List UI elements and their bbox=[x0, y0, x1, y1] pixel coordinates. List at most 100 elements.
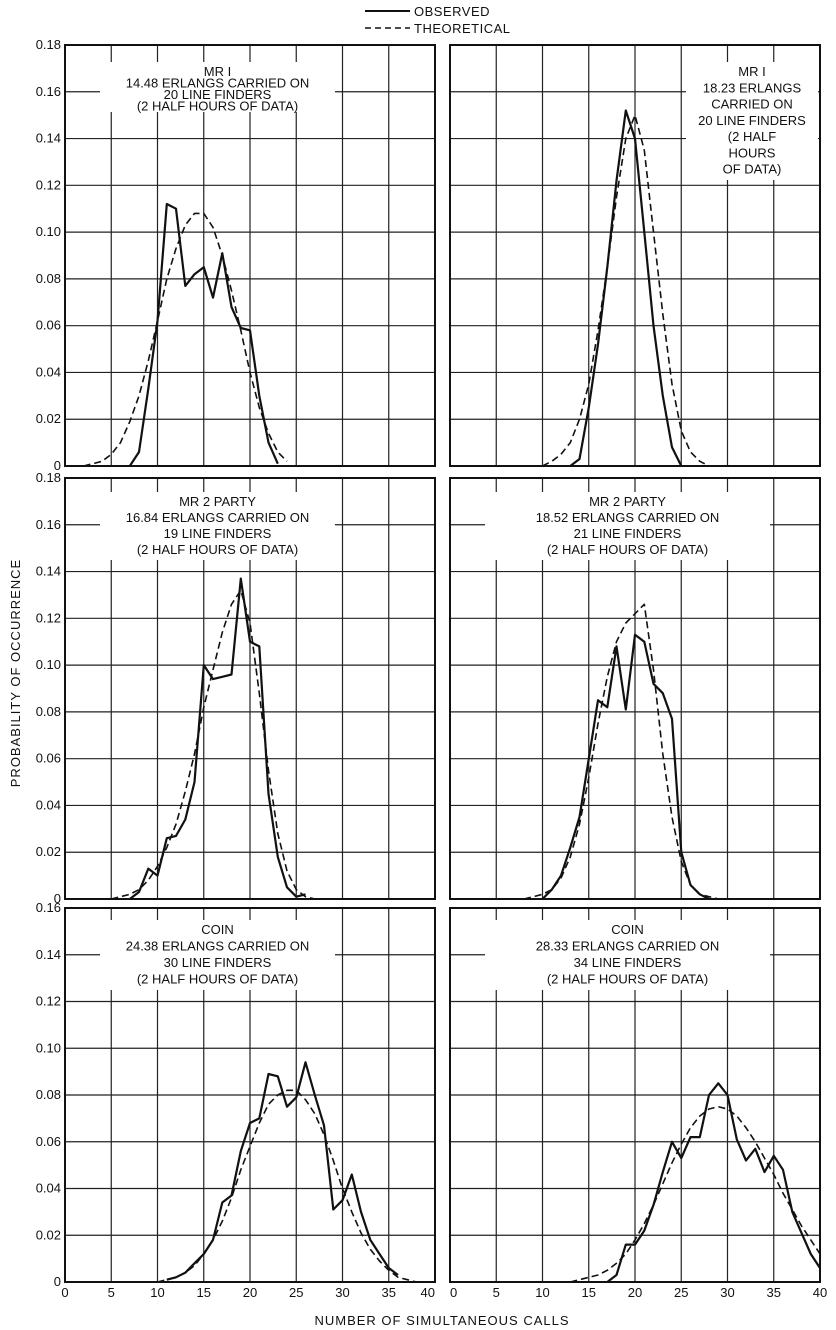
annotation-line: COIN bbox=[611, 922, 644, 937]
theoretical-line bbox=[157, 1089, 417, 1283]
legend-theoretical-label: THEORETICAL bbox=[414, 21, 511, 36]
y-tick-label: 0.10 bbox=[36, 1040, 61, 1055]
y-tick-label: 0.16 bbox=[36, 84, 61, 99]
annotation-box bbox=[485, 920, 770, 990]
x-tick-label: 30 bbox=[335, 1285, 349, 1300]
panel-frame bbox=[449, 477, 821, 900]
annotation-line: OF DATA) bbox=[723, 162, 782, 177]
annotation-line: (2 HALF HOURS OF DATA) bbox=[547, 542, 708, 557]
theoretical-line bbox=[570, 1105, 821, 1283]
x-tick-label: 10 bbox=[150, 1285, 164, 1300]
annotation-line: (2 HALF HOURS OF DATA) bbox=[137, 972, 298, 987]
y-tick-label: 0.12 bbox=[36, 994, 61, 1009]
observed-line bbox=[606, 1082, 821, 1283]
x-tick-label: 10 bbox=[535, 1285, 549, 1300]
y-tick-label: 0.08 bbox=[36, 1087, 61, 1102]
y-tick-label: 0.16 bbox=[36, 900, 61, 915]
y-tick-label: 0.18 bbox=[36, 37, 61, 52]
annotation-line: 30 LINE FINDERS bbox=[164, 955, 272, 970]
annotation-line: (2 HALF HOURS OF DATA) bbox=[137, 99, 298, 114]
annotation-line: MR 2 PARTY bbox=[179, 494, 256, 509]
y-tick-label: 0.14 bbox=[36, 131, 61, 146]
panels: 0 0.02 0.04 0.06 0.08 0.10 0.12 0.14 0.16 0.18 MR … bbox=[36, 37, 828, 1300]
panel-5: 0 0.02 0.04 0.06 0.08 0.10 0.12 0.14 0.16 0 5 10 15 2… bbox=[36, 900, 436, 1300]
panel-frame bbox=[449, 44, 821, 467]
x-tick-label: 35 bbox=[382, 1285, 396, 1300]
x-axis-label: NUMBER OF SIMULTANEOUS CALLS bbox=[314, 1313, 569, 1328]
x-tick-label: 25 bbox=[674, 1285, 688, 1300]
y-tick-label: 0.02 bbox=[36, 844, 61, 859]
annotation-line: 18.52 ERLANGS CARRIED ON bbox=[536, 510, 720, 525]
y-tick-label: 0.12 bbox=[36, 610, 61, 625]
y-tick-label: 0.18 bbox=[36, 470, 61, 485]
panel-6: 0 5 10 15 20 25 30 35 40 COIN 28.33 ERLANGS CARRIE… bbox=[449, 907, 827, 1300]
observed-line bbox=[541, 633, 710, 900]
observed-line bbox=[569, 109, 683, 467]
x-tick-label: 40 bbox=[813, 1285, 827, 1300]
panel-3: 0 0.02 0.04 0.06 0.08 0.10 0.12 0.14 0.16 0.18 MR … bbox=[36, 470, 436, 906]
annotation-box bbox=[686, 62, 818, 180]
annotation-line: 19 LINE FINDERS bbox=[164, 526, 272, 541]
annotation-box bbox=[100, 492, 335, 560]
y-tick-label: 0.04 bbox=[36, 797, 61, 812]
x-tick-label: 0 bbox=[61, 1285, 68, 1300]
y-axis-label: PROBABILITY OF OCCURRENCE bbox=[8, 559, 23, 787]
x-tick-label: 15 bbox=[582, 1285, 596, 1300]
annotation-line: 20 LINE FINDERS bbox=[164, 87, 272, 102]
x-tick-label: 20 bbox=[628, 1285, 642, 1300]
annotation-line: MR 2 PARTY bbox=[589, 494, 666, 509]
y-tick-label: 0.04 bbox=[36, 364, 61, 379]
y-tick-label: 0.08 bbox=[36, 271, 61, 286]
y-tick-label: 0.08 bbox=[36, 704, 61, 719]
x-tick-label: 5 bbox=[493, 1285, 500, 1300]
annotation-line: 34 LINE FINDERS bbox=[574, 955, 682, 970]
annotation-line: 14.48 ERLANGS CARRIED ON bbox=[126, 76, 310, 91]
annotation-box bbox=[100, 920, 335, 990]
panel-frame bbox=[449, 907, 821, 1283]
x-tick-label: 20 bbox=[243, 1285, 257, 1300]
panel-1: 0 0.02 0.04 0.06 0.08 0.10 0.12 0.14 0.16 0.18 MR … bbox=[36, 37, 436, 473]
y-tick-label: 0.16 bbox=[36, 517, 61, 532]
y-tick-label: 0 bbox=[54, 891, 61, 906]
y-tick-label: 0.14 bbox=[36, 564, 61, 579]
annotation-line: HOURS bbox=[729, 145, 776, 160]
annotation-line: 20 LINE FINDERS bbox=[698, 113, 806, 128]
theoretical-line bbox=[542, 114, 710, 467]
panel-frame bbox=[64, 907, 436, 1283]
legend: OBSERVED THEORETICAL bbox=[365, 4, 511, 36]
y-tick-label: 0.06 bbox=[36, 318, 61, 333]
annotation-line: COIN bbox=[201, 922, 234, 937]
annotation-line: 16.84 ERLANGS CARRIED ON bbox=[126, 510, 310, 525]
legend-observed-label: OBSERVED bbox=[414, 4, 490, 19]
panel-frame bbox=[64, 477, 436, 900]
panel-frame bbox=[64, 44, 436, 467]
annotation-line: MR I bbox=[204, 64, 231, 79]
annotation-line: 21 LINE FINDERS bbox=[574, 526, 682, 541]
y-tick-label: 0.02 bbox=[36, 411, 61, 426]
y-tick-label: 0.02 bbox=[36, 1227, 61, 1242]
annotation-line: (2 HALF HOURS OF DATA) bbox=[137, 542, 298, 557]
y-tick-label: 0 bbox=[54, 1274, 61, 1289]
y-tick-label: 0.06 bbox=[36, 1134, 61, 1149]
y-tick-label: 0.10 bbox=[36, 224, 61, 239]
observed-line bbox=[129, 577, 306, 900]
annotation-line: 28.33 ERLANGS CARRIED ON bbox=[536, 939, 720, 954]
x-tick-label: 25 bbox=[289, 1285, 303, 1300]
x-tick-label: 15 bbox=[197, 1285, 211, 1300]
theoretical-line bbox=[111, 589, 315, 900]
annotation-box bbox=[485, 492, 770, 560]
x-tick-label: 40 bbox=[421, 1285, 435, 1300]
annotation-line: MR I bbox=[738, 64, 765, 79]
annotation-line: 24.38 ERLANGS CARRIED ON bbox=[126, 939, 310, 954]
annotation-line: CARRIED ON bbox=[711, 97, 793, 112]
x-tick-label: 30 bbox=[720, 1285, 734, 1300]
y-tick-label: 0.10 bbox=[36, 657, 61, 672]
annotation-line: (2 HALF bbox=[728, 129, 776, 144]
observed-line bbox=[128, 202, 279, 467]
y-tick-label: 0.04 bbox=[36, 1181, 61, 1196]
x-tick-label: 5 bbox=[108, 1285, 115, 1300]
theoretical-line bbox=[83, 212, 288, 467]
x-tick-label: 0 bbox=[450, 1285, 457, 1300]
